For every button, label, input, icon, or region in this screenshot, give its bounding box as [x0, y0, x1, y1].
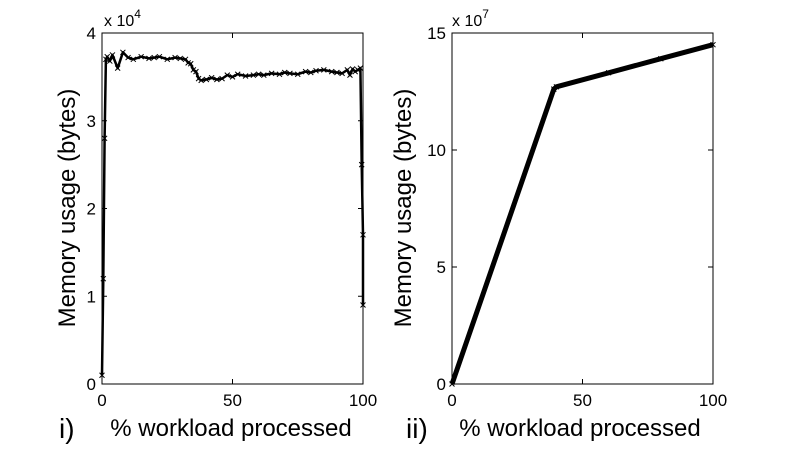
- data-point: [334, 69, 340, 76]
- data-point: [287, 70, 293, 77]
- data-point: [120, 49, 126, 56]
- data-point: [138, 53, 145, 60]
- series-line-1: [100, 51, 365, 376]
- y-tick-label: 5: [437, 258, 446, 277]
- data-point: [190, 67, 197, 73]
- x-tick-label: 100: [349, 391, 377, 410]
- y-tick-label: 1: [87, 287, 96, 306]
- data-point: [101, 135, 108, 142]
- data-point: [260, 72, 267, 78]
- data-point: [242, 73, 249, 79]
- data-point: [164, 56, 171, 63]
- panel-label-ii: ii): [406, 413, 428, 444]
- data-point: [354, 67, 361, 73]
- x-axis-label: % workload processed: [459, 415, 700, 442]
- tick-layer: 0 50 100 0 1 2 3 4: [87, 24, 378, 410]
- data-point: [198, 77, 205, 84]
- data-point: [313, 67, 319, 74]
- data-point: [234, 71, 241, 78]
- data-point: [182, 56, 189, 63]
- data-point: [347, 72, 353, 78]
- data-point: [229, 74, 236, 80]
- data-point: [344, 67, 351, 73]
- y-axis-label: Memory usage (bytes): [390, 89, 417, 328]
- y-tick-label: 3: [87, 112, 96, 131]
- x-tick-label: 100: [699, 391, 727, 410]
- data-point: [109, 52, 116, 58]
- series-layer: [99, 49, 366, 379]
- data-point: [255, 71, 262, 78]
- y-tick-label: 0: [437, 375, 446, 394]
- data-point: [339, 70, 345, 77]
- data-point: [156, 53, 163, 60]
- panel-label-i: i): [59, 413, 75, 444]
- data-point: [146, 55, 152, 62]
- data-point: [151, 54, 158, 61]
- data-point: [657, 55, 664, 62]
- data-point: [268, 70, 275, 77]
- data-point: [352, 68, 359, 75]
- y-multiplier: x 107: [452, 7, 489, 30]
- y-tick-label: 0: [87, 375, 96, 394]
- chart-panel-memory-small: 0 50 100 0 1 2 3 4 x 104 Memory usage (bytes) %…: [54, 7, 377, 444]
- x-tick-label: 50: [223, 391, 242, 410]
- x-axis-label: % workload processed: [110, 415, 351, 442]
- y-multiplier: x 104: [104, 7, 141, 30]
- data-point: [104, 53, 111, 60]
- data-point: [130, 56, 137, 63]
- data-point: [250, 72, 257, 78]
- data-point: [193, 68, 199, 75]
- data-point: [357, 65, 364, 71]
- data-point: [219, 75, 225, 82]
- axes-frame: [451, 32, 714, 385]
- y-axis-label: Memory usage (bytes): [54, 89, 81, 328]
- data-point: [320, 67, 327, 73]
- data-point: [187, 60, 194, 67]
- data-point: [125, 54, 131, 61]
- x-tick-label: 50: [573, 391, 592, 410]
- y-tick-label: 2: [87, 200, 96, 219]
- data-point: [328, 68, 335, 75]
- data-point: [224, 72, 231, 78]
- data-point: [213, 76, 220, 83]
- data-point: [302, 68, 309, 75]
- data-point: [203, 76, 210, 83]
- data-point: [553, 83, 560, 90]
- x-tick-label: 0: [447, 391, 456, 410]
- axes-frame: [101, 32, 364, 385]
- y-tick-label: 15: [427, 24, 446, 43]
- data-point: [172, 54, 178, 61]
- data-point: [605, 69, 612, 76]
- data-point: [276, 71, 283, 78]
- series-line-1: [449, 42, 714, 385]
- data-point: [307, 69, 314, 76]
- y-tick-label: 10: [427, 141, 446, 160]
- y-tick-label: 4: [87, 24, 96, 43]
- data-point: [294, 71, 301, 78]
- x-tick-label: 0: [97, 391, 106, 410]
- data-point: [177, 55, 184, 62]
- series-layer: [449, 41, 716, 387]
- data-point: [195, 75, 202, 82]
- data-point: [281, 69, 288, 76]
- tick-layer: 0 50 100 0 5 10 15: [427, 24, 727, 410]
- data-point: [114, 65, 121, 71]
- data-point: [208, 74, 215, 81]
- data-point: [106, 58, 113, 64]
